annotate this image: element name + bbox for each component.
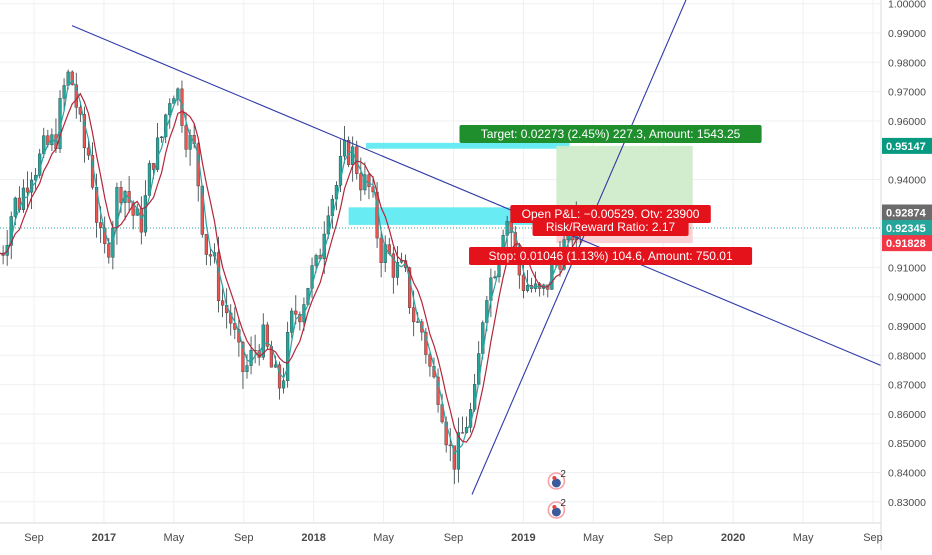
y-tick-label: 0.83000 [888,497,926,509]
candle-body [14,198,17,216]
price-tag-label: 0.92345 [886,223,926,235]
event-icon-dot [552,476,556,480]
target-label-text: Target: 0.02273 (2.45%) 227.3, Amount: 1… [481,127,741,141]
candle-body [217,253,220,301]
y-tick-label: 0.84000 [888,468,926,480]
candle-body [246,366,249,372]
y-tick-label: 0.89000 [888,321,926,333]
candle-body [359,174,362,190]
x-tick-label: Sep [863,532,883,544]
x-tick-label: 2017 [92,532,116,544]
candle-body [368,175,371,187]
x-tick-label: May [373,532,394,544]
y-tick-label: 0.97000 [888,87,926,99]
candle-body [160,137,163,138]
candle-body [107,244,110,258]
candle-body [449,445,452,446]
x-tick-label: Sep [234,532,254,544]
candle-body [351,147,354,165]
y-tick-label: 1.00000 [888,0,926,11]
candle-body [282,381,285,388]
y-tick-label: 0.91000 [888,262,926,274]
x-tick-label: 2018 [301,532,325,544]
candle-body [315,255,318,265]
y-tick-label: 0.85000 [888,438,926,450]
y-tick-label: 0.86000 [888,409,926,421]
candle-body [412,308,415,322]
event-icon-dot [552,505,556,509]
y-tick-label: 0.88000 [888,350,926,362]
x-tick-label: Sep [653,532,673,544]
candle-body [380,238,383,263]
price-tag-target: 0.95147 [882,138,932,154]
candle-body [526,285,529,290]
y-tick-label: 0.99000 [888,28,926,40]
event-count: 2 [560,469,566,480]
stop-label-text: Stop: 0.01046 (1.13%) 104.6, Amount: 750… [488,249,733,263]
candle-body [87,148,90,155]
price-tag-last-price: 0.92345 [882,220,932,236]
price-tag-label: 0.92874 [886,207,927,219]
risk-reward-label-text: Risk/Reward Ratio: 2.17 [546,220,676,234]
candle-body [494,277,497,278]
x-tick-label: 2019 [511,532,535,544]
candle-body [205,234,208,254]
candle-body [290,311,293,332]
x-tick-label: Sep [444,532,464,544]
y-tick-label: 0.98000 [888,57,926,69]
candle-body [26,188,29,192]
candle-body [120,187,123,202]
y-tick-label: 0.90000 [888,292,926,304]
x-tick-label: May [163,532,184,544]
x-tick-label: May [583,532,604,544]
y-tick-label: 0.94000 [888,175,926,187]
candle-body [185,126,188,150]
candle-body [286,332,289,380]
x-tick-label: May [793,532,814,544]
candle-body [140,209,143,232]
candle [266,322,269,350]
candle-body [209,255,212,257]
event-count: 2 [560,498,566,509]
candle-body [461,433,464,434]
candle-body [294,311,297,314]
price-tag-stop: 0.91828 [882,235,932,251]
price-tag-label: 0.95147 [886,141,926,153]
target-zone [556,146,692,213]
candle-body [99,223,102,228]
risk-reward-label: Risk/Reward Ratio: 2.17 [533,218,689,236]
y-tick-label: 0.87000 [888,380,926,392]
candle-body [274,365,277,367]
candle-body [168,103,171,114]
candle-body [221,301,224,306]
stop-label: Stop: 0.01046 (1.13%) 104.6, Amount: 750… [469,247,752,265]
x-tick-label: Sep [24,532,44,544]
candle-body [416,322,419,323]
candle-body [152,163,155,169]
candle-body [343,140,346,156]
target-label: Target: 0.02273 (2.45%) 227.3, Amount: 1… [460,125,762,143]
y-tick-label: 0.96000 [888,116,926,128]
candle-body [250,350,253,365]
sr-zone [366,143,569,149]
candle-body [522,275,525,291]
x-tick-label: 2020 [721,532,745,544]
candle-body [63,85,66,98]
price-tag-current-high: 0.92874 [882,204,932,220]
price-tag-label: 0.91828 [886,238,926,250]
